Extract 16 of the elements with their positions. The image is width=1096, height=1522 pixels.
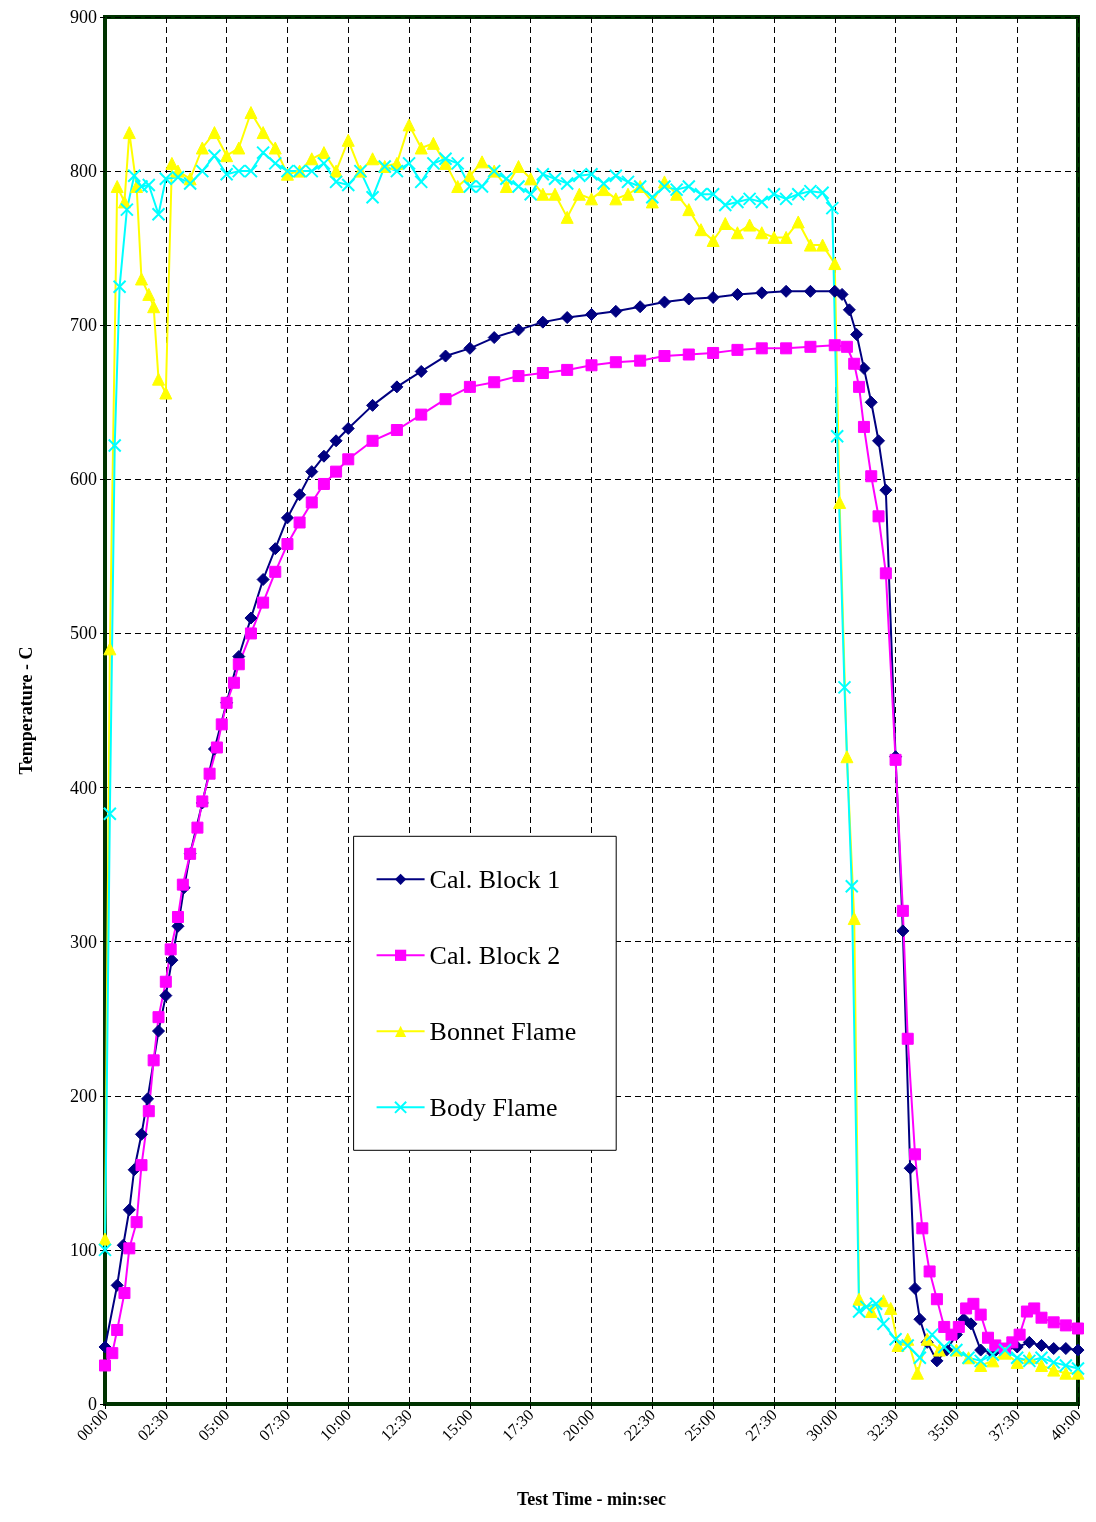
y-tick-label: 300 [70,931,97,952]
legend-label: Cal. Block 2 [429,940,561,970]
x-axis-title: Test Time - min:sec [516,1489,667,1509]
y-tick-label: 0 [88,1394,97,1414]
y-tick-label: 700 [70,315,97,336]
legend-label: Body Flame [429,1092,558,1122]
y-tick-label: 500 [70,623,97,644]
y-tick-label: 800 [70,161,97,182]
y-axis-title: Temperature - C [16,646,36,775]
y-tick-label: 900 [70,7,97,27]
y-tick-label: 400 [70,777,97,798]
y-tick-label: 200 [70,1085,97,1106]
y-tick-label: 100 [70,1239,97,1260]
y-tick-label: 600 [70,469,97,490]
legend-label: Bonnet Flame [429,1016,577,1046]
legend-label: Cal. Block 1 [429,864,561,894]
